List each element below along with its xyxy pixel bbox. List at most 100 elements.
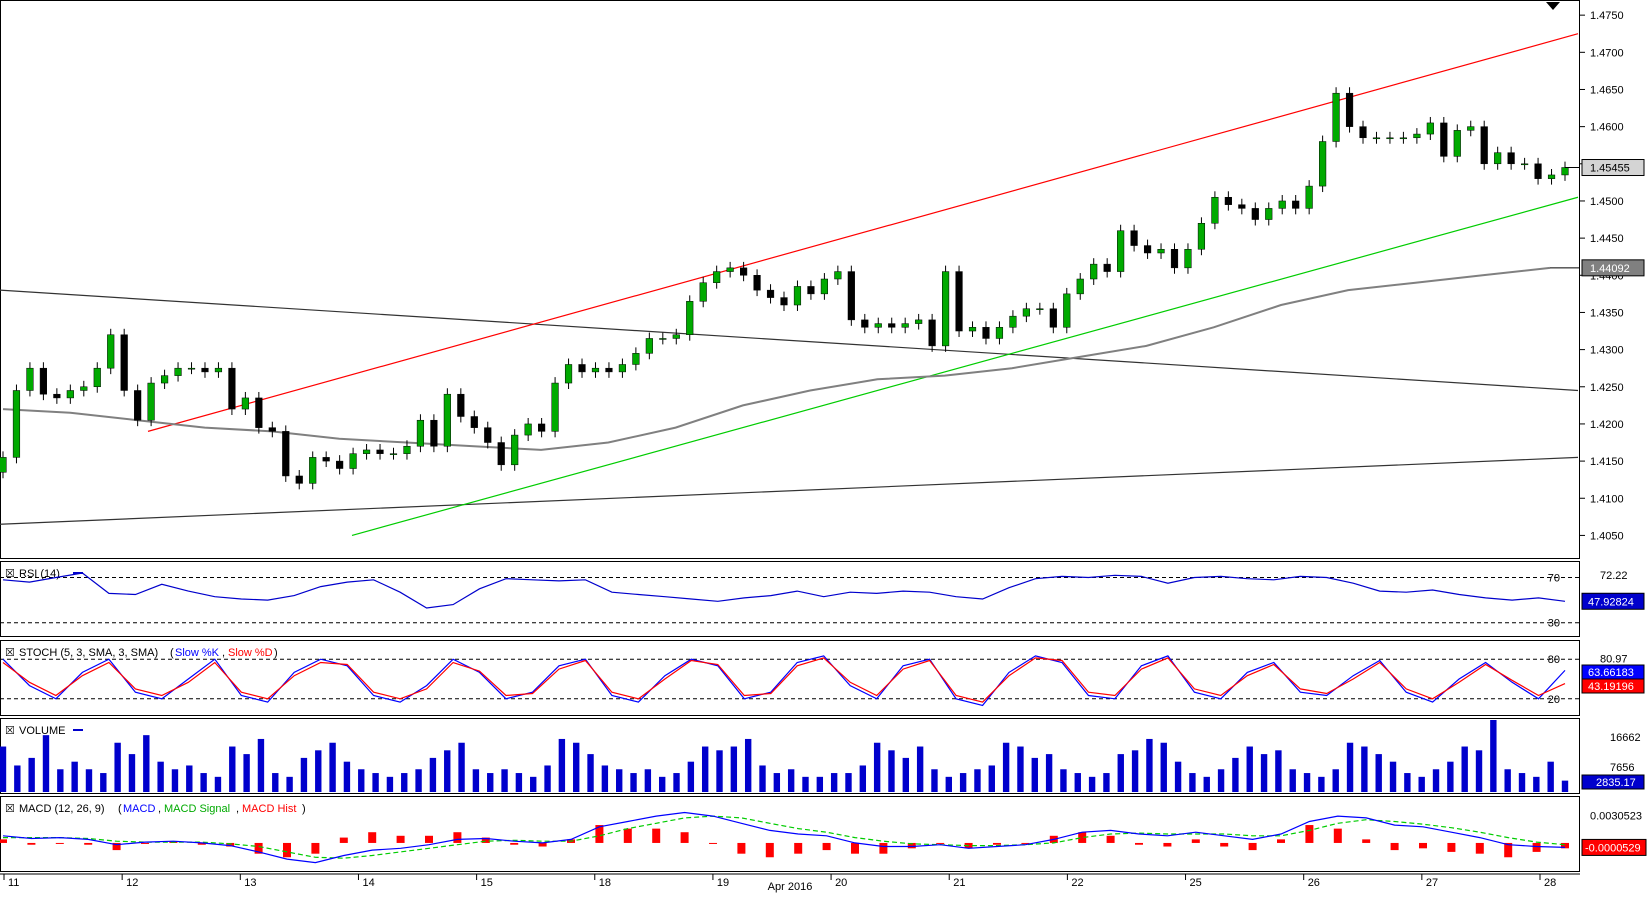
macd-hist-bar	[765, 842, 774, 858]
stoch-top-label: 80.97	[1600, 654, 1628, 666]
x-tick-label: 28	[1544, 877, 1556, 889]
candle-body	[295, 475, 303, 484]
candle-body	[12, 390, 21, 458]
candlesticks	[0, 87, 1569, 490]
candle-body	[1022, 308, 1030, 317]
volume-bar	[730, 746, 738, 792]
volume-bar	[1275, 750, 1282, 792]
macd-hist-bar	[879, 842, 888, 854]
volume-bar	[171, 769, 179, 792]
macd-hist-bar	[1220, 842, 1229, 847]
last-price-label: 1.45455	[1590, 163, 1630, 175]
stoch-legend-close: )	[274, 647, 278, 659]
panel-frames	[0, 0, 1580, 872]
candle-body	[1036, 308, 1044, 310]
x-tick-label: 22	[1071, 877, 1083, 889]
stoch-close-box[interactable]: ☒	[5, 647, 15, 659]
sma-value-label: 1.44092	[1590, 263, 1630, 275]
macd-legend-signal: MACD Signal	[164, 803, 230, 815]
volume-bar	[1074, 773, 1081, 792]
candle-body	[1386, 137, 1394, 140]
x-tick-label: 14	[362, 877, 374, 889]
macd-hist-bar	[453, 832, 462, 843]
volume-bar	[616, 769, 623, 792]
candle-body	[834, 271, 842, 280]
macd-hist-bar	[1504, 842, 1513, 858]
volume-close-box[interactable]: ☒	[5, 725, 15, 737]
candle-body	[107, 334, 115, 369]
volume-bar	[71, 761, 78, 792]
candle-body	[1211, 196, 1219, 224]
candle-body	[26, 367, 34, 391]
x-tick-label: 21	[953, 877, 965, 889]
volume-bar	[114, 742, 121, 792]
candle-body	[1440, 122, 1448, 157]
volume-bar	[902, 757, 910, 792]
volume-bar	[386, 776, 394, 792]
volume-bar	[644, 769, 652, 792]
volume-bar	[1432, 769, 1440, 792]
candle-body	[564, 364, 573, 384]
candle-body	[1049, 308, 1057, 328]
macd-top-label: 0.0030523	[1590, 811, 1642, 823]
candle-body	[847, 271, 855, 321]
volume-bar	[1361, 746, 1368, 792]
volume-bar	[1117, 754, 1124, 792]
macd-hist-bar	[1078, 832, 1087, 843]
price-right-labels: 1.45455 1.44092	[1550, 159, 1645, 277]
volume-bar	[143, 735, 150, 792]
candle-body	[457, 393, 465, 417]
candle-body	[93, 367, 101, 388]
volume-value-box	[1581, 774, 1645, 790]
candle-body	[995, 327, 1004, 339]
stoch-d-value: 43.19196	[1588, 681, 1634, 693]
rsi-panel-frame	[0, 561, 1580, 637]
candle-body	[322, 457, 330, 462]
stoch-legend-comma: ,	[222, 647, 225, 659]
rsi-value-box	[1581, 592, 1645, 610]
volume-bar	[530, 776, 537, 792]
candle-body	[874, 323, 882, 328]
x-tick-label: 25	[1190, 877, 1202, 889]
candle-body	[174, 367, 182, 376]
candle-body	[443, 393, 451, 447]
candle-body	[362, 449, 371, 454]
candle-body	[820, 278, 828, 295]
volume-bar	[744, 738, 752, 792]
volume-bar	[1260, 754, 1268, 792]
volume-bar	[100, 773, 107, 792]
macd-hist-bar	[1021, 842, 1030, 844]
candle-body	[686, 301, 694, 335]
candle-body	[968, 327, 977, 332]
candle-body	[376, 449, 384, 454]
candle-body	[1332, 92, 1340, 142]
candle-body	[1143, 245, 1152, 254]
macd-hist-bar	[907, 842, 916, 849]
channel-lower-line	[351, 196, 1579, 536]
rsi-level-label: 70	[1548, 573, 1560, 585]
volume-bar	[0, 746, 7, 792]
candle-body	[1547, 174, 1556, 179]
macd-hist-bar	[936, 842, 945, 844]
volume-bar	[873, 742, 881, 792]
macd-hist-bar	[737, 842, 746, 854]
rsi-close-box[interactable]: ☒	[5, 568, 15, 580]
volume-bar	[272, 773, 279, 792]
stoch-legend-k: Slow %K	[175, 647, 220, 659]
candle-body	[1224, 196, 1232, 205]
macd-hist-bar	[226, 842, 235, 847]
x-axis: 11 12 13 14 15 18 19 20 21 22 25 26 27 28	[0, 873, 1580, 889]
candle-body	[255, 397, 263, 428]
candle-body	[605, 367, 613, 373]
x-tick-label: 18	[599, 877, 611, 889]
price-tick-label: 1.4750	[1590, 10, 1624, 22]
volume-bar	[1017, 746, 1024, 792]
macd-panel-frame	[0, 796, 1580, 872]
x-tick-label: 20	[835, 877, 847, 889]
price-overlays	[0, 33, 1579, 536]
candle-body	[1130, 230, 1138, 246]
scroll-marker-icon[interactable]	[1546, 2, 1560, 10]
macd-close-box[interactable]: ☒	[5, 803, 15, 815]
